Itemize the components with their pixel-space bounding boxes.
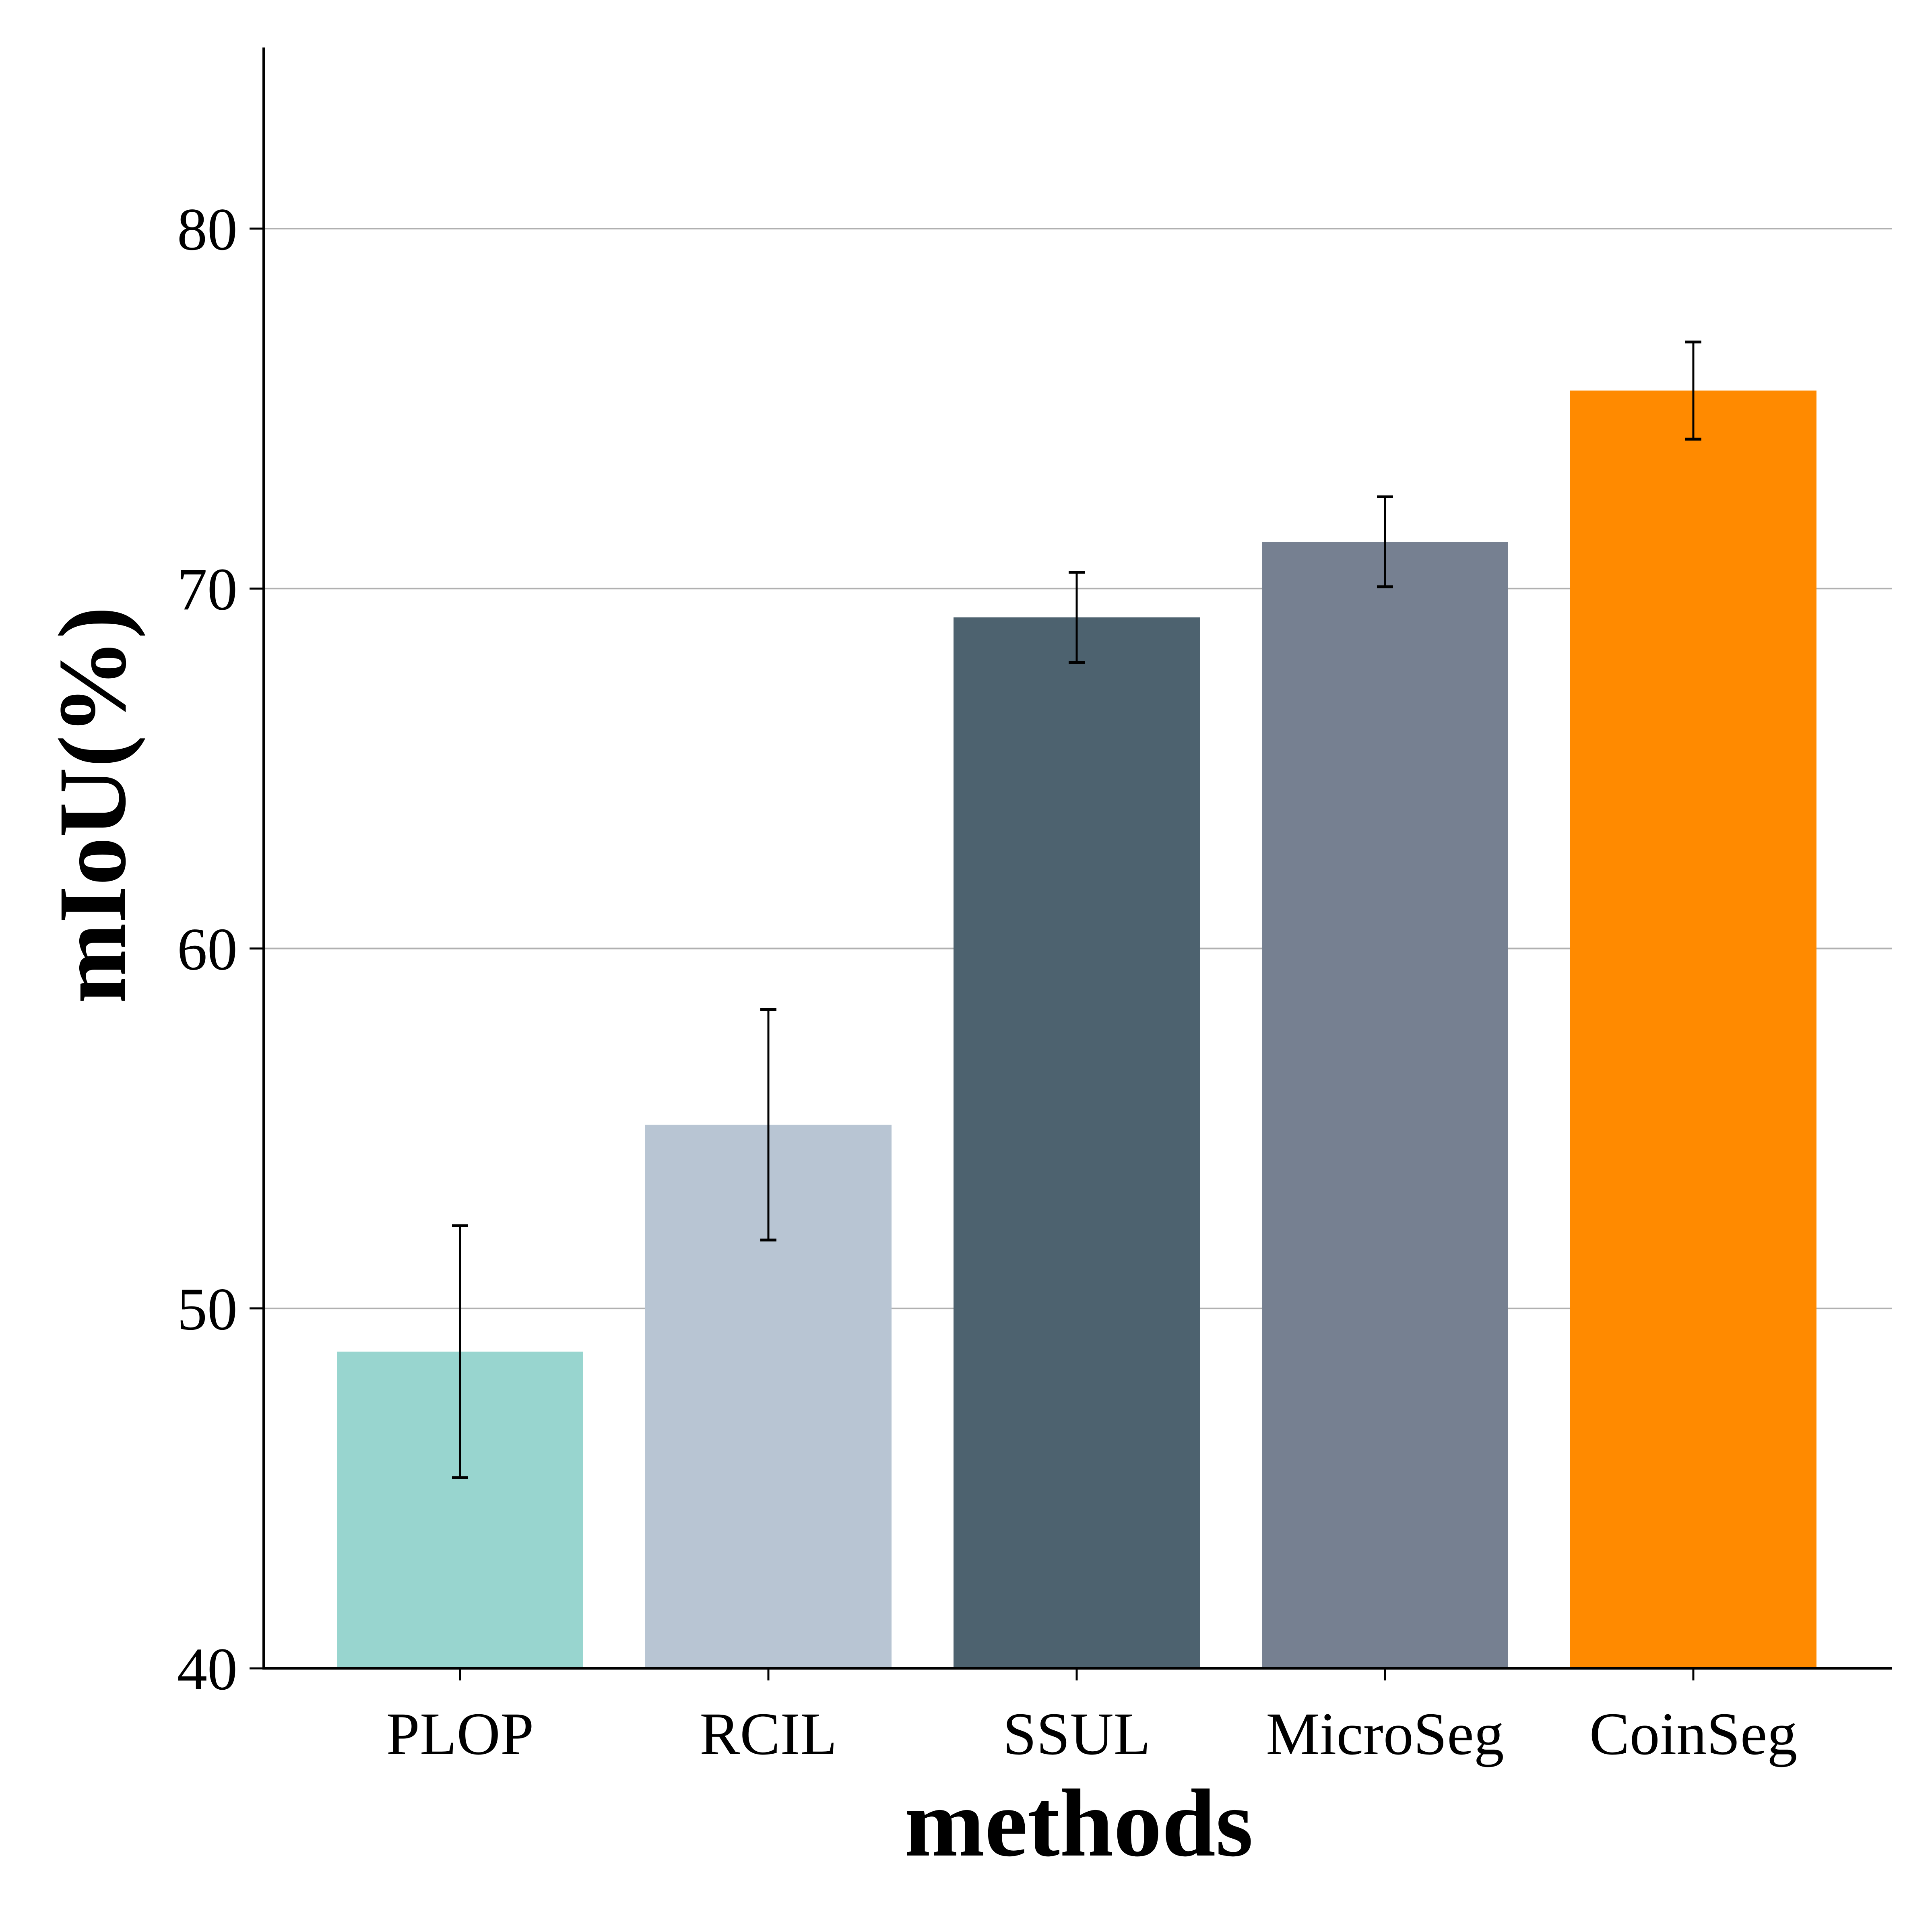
x-tick-label-rcil: RCIL [700, 1701, 837, 1767]
bar-ssul [954, 617, 1200, 1668]
x-tick-label-microseg: MicroSeg [1266, 1701, 1504, 1767]
bar-coinseg [1570, 390, 1816, 1668]
y-tick-label-70: 70 [177, 556, 237, 623]
error-bars [452, 341, 1701, 1479]
y-tick-label-60: 60 [177, 916, 237, 983]
y-tick-label-50: 50 [177, 1276, 237, 1343]
tick-labels: PLOP RCIL SSUL MicroSeg CoinSeg 40 50 60 70 80 [177, 196, 1797, 1767]
x-tick-label-ssul: SSUL [1003, 1701, 1151, 1767]
y-tick-label-40: 40 [177, 1636, 237, 1703]
y-tick-label-80: 80 [177, 196, 237, 263]
y-axis-title: mIoU(%) [39, 607, 146, 1003]
x-tick-label-plop: PLOP [386, 1701, 534, 1767]
bar-microseg [1262, 541, 1508, 1668]
x-axis-title: methods [904, 1769, 1253, 1876]
x-tick-label-coinseg: CoinSeg [1589, 1701, 1798, 1767]
